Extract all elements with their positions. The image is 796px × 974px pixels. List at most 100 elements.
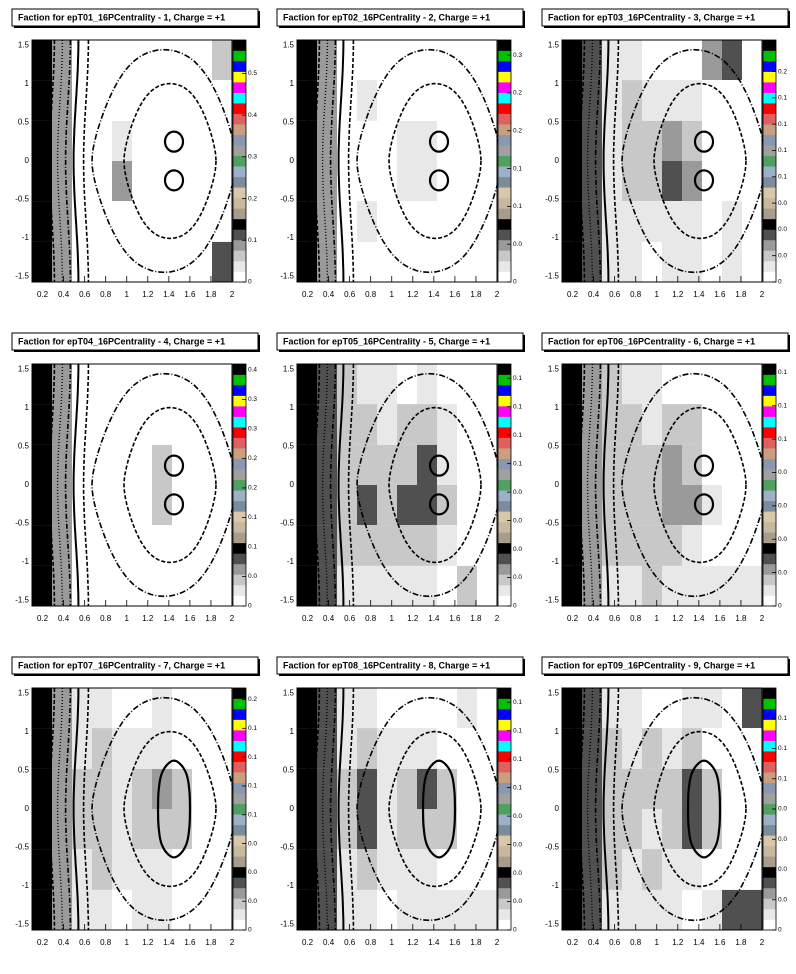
heat-cell: [562, 40, 582, 81]
contour-line: [421, 759, 457, 859]
z-tick-label: 0.0: [513, 241, 522, 248]
heat-cell: [622, 444, 642, 485]
x-tick-label: 1.6: [449, 614, 461, 623]
x-tick-label: 0.2: [302, 938, 314, 947]
heat-cell: [52, 40, 72, 81]
heat-cell: [112, 40, 132, 81]
heat-cell: [357, 688, 377, 729]
x-tick-label: 1.8: [470, 290, 482, 299]
colorbar-band: [763, 166, 776, 178]
colorbar-band: [233, 374, 246, 386]
colorbar-band: [498, 239, 511, 251]
heat-cell: [152, 444, 172, 485]
heat-cell: [52, 728, 72, 769]
colorbar-band: [498, 416, 511, 428]
x-tick-label: 2: [230, 938, 235, 947]
heat-cell: [317, 161, 337, 202]
heat-cell: [192, 889, 212, 930]
colorbar-band: [233, 824, 246, 836]
x-tick-label: 1.6: [184, 290, 196, 299]
contour-line: [612, 40, 620, 282]
heat-cell: [397, 889, 417, 930]
colorbar-band: [498, 250, 511, 262]
colorbar-frame: [232, 39, 247, 283]
heat-cell: [112, 768, 132, 809]
y-tick-label: -0.5: [545, 843, 559, 852]
heat-cell: [377, 40, 397, 81]
heat-cell: [92, 849, 112, 890]
colorbar-frame: [497, 363, 512, 607]
contour-line: [388, 730, 482, 888]
y-tick-label: -1.5: [15, 272, 29, 281]
colorbar-band: [498, 260, 511, 272]
heat-cell: [417, 525, 437, 566]
heat-cell: [32, 688, 52, 729]
heat-cell: [152, 364, 172, 405]
heat-cell: [477, 40, 497, 81]
heat-cell: [132, 201, 152, 242]
panel: Faction for epT01_16PCentrality - 1, Cha…: [11, 8, 260, 299]
colorbar-band: [233, 176, 246, 188]
x-tick-label: 1.2: [407, 614, 419, 623]
heat-cell: [132, 809, 152, 850]
colorbar-band: [498, 124, 511, 135]
colorbar-band: [763, 364, 776, 375]
title-box: [11, 656, 259, 675]
z-tick-label: 0.0: [778, 469, 787, 476]
colorbar-band: [763, 250, 776, 262]
heat-cell: [682, 444, 702, 485]
colorbar-band: [233, 92, 246, 104]
heat-cell: [192, 161, 212, 202]
z-tick-label: 0.1: [778, 369, 787, 376]
heat-cell: [682, 768, 702, 809]
heat-cell: [477, 849, 497, 890]
x-tick-label: 0.2: [37, 938, 49, 947]
heat-cell: [662, 40, 682, 81]
colorbar-band: [498, 698, 511, 710]
x-tick-label: 0.2: [37, 290, 49, 299]
y-tick-label: 1: [25, 79, 30, 88]
colorbar-band: [498, 877, 511, 889]
heat-cell: [682, 364, 702, 405]
heat-cell: [397, 809, 417, 850]
y-tick-label: 0: [290, 156, 295, 165]
z-tick-label: 0.4: [248, 112, 257, 119]
y-tick-label: 0: [555, 804, 560, 813]
z-tick-label: 0.0: [248, 898, 257, 905]
colorbar-band: [498, 469, 511, 481]
heat-cell: [32, 525, 52, 566]
heat-cell: [562, 728, 582, 769]
heat-cell: [112, 849, 132, 890]
x-tick-label: 0.8: [365, 938, 377, 947]
heat-cell: [582, 161, 602, 202]
heat-cell: [377, 525, 397, 566]
x-tick-label: 0.8: [630, 614, 642, 623]
heat-cell: [132, 241, 152, 282]
heat-cell: [212, 485, 232, 526]
z-tick-label: 0.0: [513, 813, 522, 820]
y-tick-label: -0.5: [15, 195, 29, 204]
y-tick-label: 1.5: [18, 41, 30, 50]
colorbar-band: [233, 113, 246, 125]
x-tick-label: 1.2: [672, 290, 684, 299]
x-tick-label: 0.4: [588, 938, 600, 947]
colorbar-band: [233, 134, 246, 146]
heat-cell: [397, 525, 417, 566]
heat-cell: [682, 120, 702, 161]
heat-cell: [192, 688, 212, 729]
x-tick-label: 1.6: [184, 614, 196, 623]
z-tick-label: 0: [248, 603, 252, 610]
heat-cell: [417, 728, 437, 769]
heat-cell: [722, 364, 742, 405]
heat-cell: [742, 444, 762, 485]
panel: Faction for epT02_16PCentrality - 2, Cha…: [276, 8, 525, 299]
colorbar-band: [498, 374, 511, 386]
heat-cell: [52, 849, 72, 890]
heat-cell: [602, 768, 622, 809]
colorbar-band: [233, 229, 246, 241]
colorbar-band: [498, 113, 511, 125]
y-tick-label: -0.5: [15, 519, 29, 528]
heat-cell: [642, 241, 662, 282]
heat-cell: [92, 404, 112, 445]
contour-line: [594, 688, 602, 930]
